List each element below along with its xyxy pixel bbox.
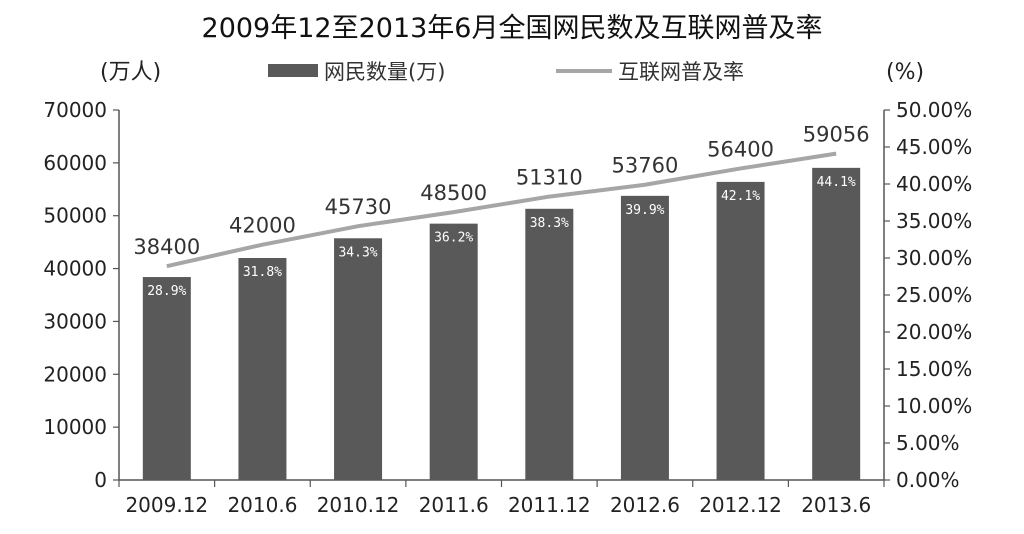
rate-value-label: 31.8%: [243, 265, 282, 280]
right-tick-label: 0.00%: [896, 468, 960, 492]
bar: [238, 258, 287, 480]
right-tick-label: 20.00%: [896, 320, 972, 344]
left-tick-label: 70000: [43, 98, 107, 122]
bar-value-label: 59056: [803, 123, 870, 147]
left-tick-label: 10000: [43, 415, 107, 439]
right-axis-ticks: 0.00% 5.00% 10.00% 15.00% 20.00% 25.00% 30.00%…: [884, 98, 972, 492]
x-tick-label: 2011.12: [508, 493, 591, 517]
left-axis-ticks: 0 10000 20000 30000 40000 50000 60000 70000: [43, 98, 119, 492]
rate-value-label: 39.9%: [625, 203, 664, 218]
right-axis-unit: (%): [886, 60, 924, 85]
bar-value-label: 53760: [612, 154, 679, 178]
right-tick-label: 50.00%: [896, 98, 972, 122]
right-tick-label: 5.00%: [896, 431, 960, 455]
left-tick-label: 50000: [43, 204, 107, 228]
bar-value-label: 45730: [325, 195, 392, 219]
chart-title: 2009年12至2013年6月全国网民数及互联网普及率: [202, 13, 823, 44]
rate-line: [166, 151, 837, 269]
right-tick-label: 10.00%: [896, 394, 972, 418]
right-tick-label: 15.00%: [896, 357, 972, 381]
left-tick-label: 20000: [43, 362, 107, 386]
right-tick-label: 30.00%: [896, 246, 972, 270]
legend-bar-swatch: [268, 64, 318, 77]
x-tick-label: 2013.6: [801, 493, 871, 517]
bar: [620, 195, 669, 480]
left-tick-label: 30000: [43, 309, 107, 333]
x-tick-label: 2012.6: [610, 493, 680, 517]
rate-value-label: 44.1%: [817, 175, 856, 190]
right-tick-label: 35.00%: [896, 209, 972, 233]
rate-line-path: [166, 151, 837, 269]
x-tick-label: 2011.6: [419, 493, 489, 517]
rate-value-labels: 28.9% 31.8% 34.3% 36.2% 38.3% 39.9% 42.1% 44.1%: [147, 175, 856, 299]
rate-value-label: 28.9%: [147, 284, 186, 299]
left-axis-unit: (万人): [100, 60, 161, 85]
bar: [812, 167, 861, 480]
bar-value-label: 51310: [516, 166, 583, 190]
bar: [142, 277, 191, 480]
left-tick-label: 0: [94, 468, 107, 492]
bar-value-label: 38400: [133, 235, 200, 259]
rate-value-label: 34.3%: [338, 245, 377, 260]
right-tick-label: 45.00%: [896, 135, 972, 159]
x-tick-label: 2012.12: [699, 493, 782, 517]
bar: [429, 223, 478, 480]
bar-value-label: 56400: [707, 137, 774, 161]
rate-value-label: 36.2%: [434, 231, 473, 246]
bar: [716, 181, 765, 480]
x-axis-ticks: 2009.12 2010.6 2010.12 2011.6 2011.12 2012.6 2…: [118, 480, 885, 517]
x-tick-label: 2010.6: [227, 493, 297, 517]
left-tick-label: 60000: [43, 151, 107, 175]
rate-value-label: 42.1%: [721, 189, 760, 204]
right-tick-label: 40.00%: [896, 172, 972, 196]
bar-value-labels: 38400 42000 45730 48500 51310 53760 56400 59056: [133, 123, 869, 259]
bar-value-label: 48500: [420, 181, 487, 205]
bar-value-label: 42000: [229, 214, 296, 238]
legend: 网民数量(万) 互联网普及率: [268, 60, 744, 84]
x-tick-label: 2010.12: [317, 493, 400, 517]
right-tick-label: 25.00%: [896, 283, 972, 307]
bar: [525, 208, 574, 481]
bar: [334, 238, 383, 480]
x-tick-label: 2009.12: [125, 493, 208, 517]
legend-line-label: 互联网普及率: [618, 60, 744, 84]
left-tick-label: 40000: [43, 257, 107, 281]
legend-bar-label: 网民数量(万): [324, 60, 445, 84]
rate-value-label: 38.3%: [530, 216, 569, 231]
bars: [142, 167, 861, 481]
